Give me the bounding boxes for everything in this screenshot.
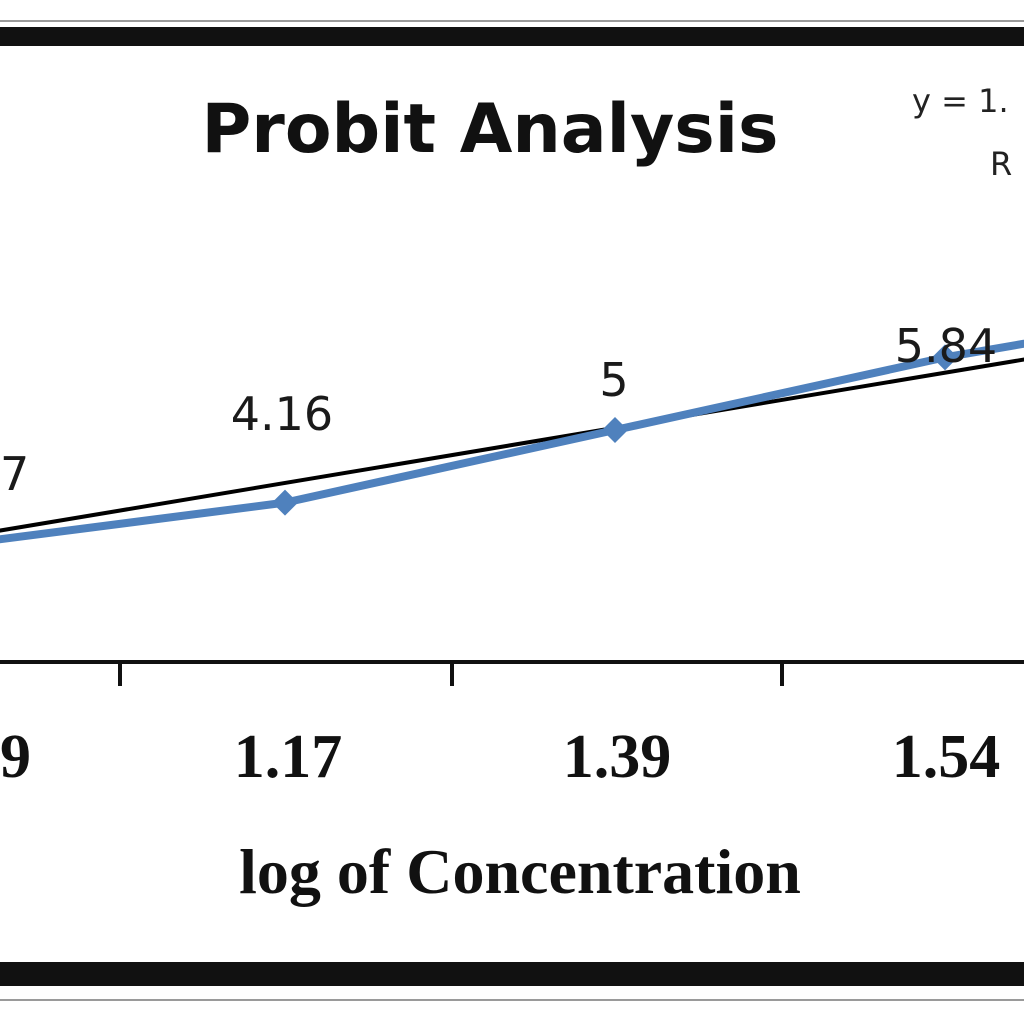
x-tick-label: 1.54: [892, 723, 1001, 791]
data-label: 7: [0, 447, 29, 501]
data-point-marker: [602, 417, 628, 443]
x-tick-label: 1.17: [234, 723, 343, 791]
x-axis-ticks: [118, 662, 784, 686]
data-point-marker: [932, 344, 958, 371]
x-tick-label: 9: [0, 723, 31, 791]
x-tick-label: 1.39: [563, 723, 672, 791]
bottom-frame-border: [0, 962, 1024, 986]
chart-title: Probit Analysis: [201, 90, 778, 169]
plot-area: [0, 339, 1024, 544]
data-label: 5.84: [895, 319, 997, 373]
series-markers: [272, 344, 958, 516]
x-axis-title: log of Concentration: [239, 836, 801, 907]
r-squared-label: R: [990, 145, 1012, 183]
data-labels: 7 4.16 5 5.84: [0, 319, 997, 501]
x-tick-labels: 9 1.17 1.39 1.54: [0, 723, 1000, 791]
trendline-equation: y = 1.: [912, 82, 1009, 120]
top-frame-border: [0, 27, 1024, 46]
data-label: 5: [599, 353, 628, 407]
data-point-marker: [272, 489, 298, 516]
data-label: 4.16: [231, 387, 333, 441]
